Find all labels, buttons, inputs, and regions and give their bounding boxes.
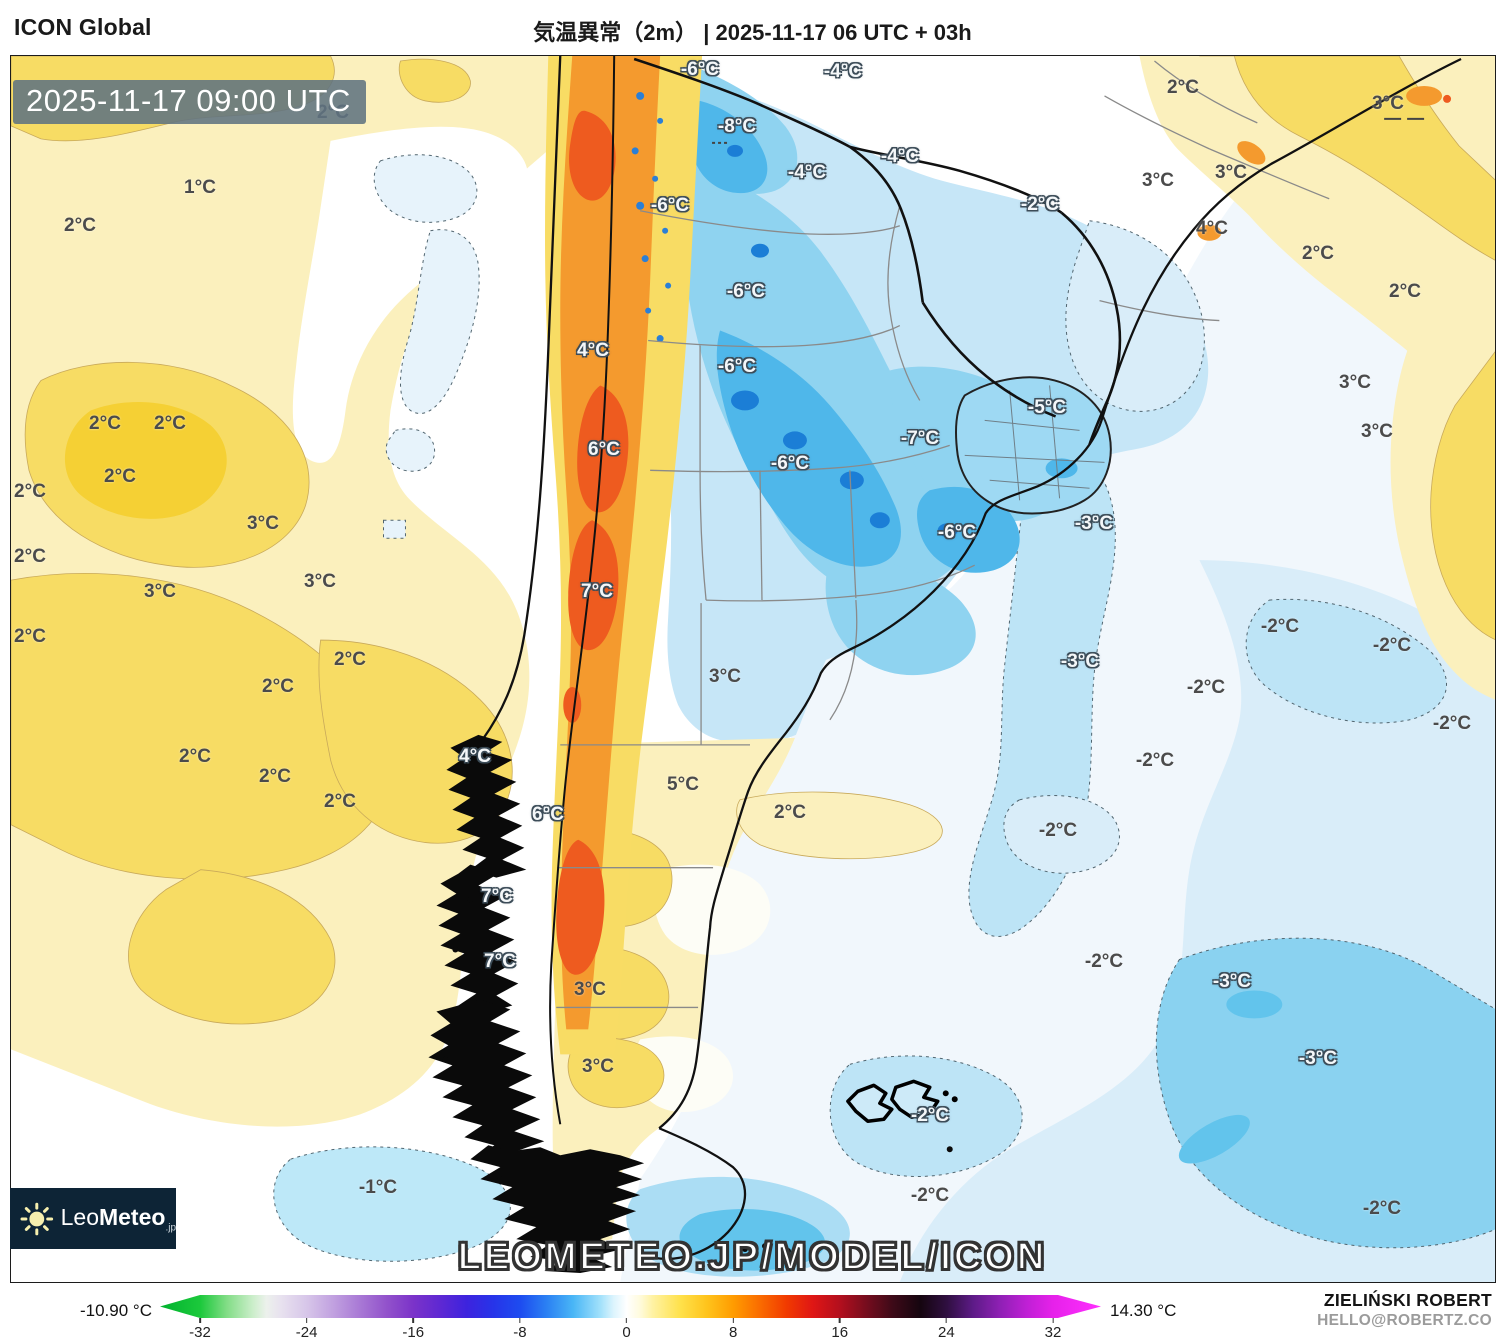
scale-tick: -24	[296, 1318, 317, 1338]
sun-icon	[20, 1202, 54, 1235]
watermark: LEOMETEO.JP/MODEL/ICON	[457, 1235, 1048, 1279]
author-contact: HELLO@ROBERTZ.CO	[1317, 1312, 1492, 1329]
timestamp-overlay: 2025-11-17 09:00 UTC	[13, 80, 366, 124]
scale-max-value: 14.30 °C	[1110, 1301, 1177, 1320]
color-scale-ticks: -32 -24 -16 -8 0 8 16 24 32	[189, 1318, 1061, 1338]
scale-min-value: -10.90 °C	[79, 1301, 152, 1320]
scale-tick: 24	[938, 1318, 955, 1338]
scale-tick: 0	[622, 1318, 631, 1338]
scale-tick: 32	[1045, 1318, 1061, 1338]
map-canvas	[11, 56, 1495, 1282]
scale-tick: 16	[831, 1318, 848, 1338]
scale-tick: -8	[513, 1318, 527, 1338]
color-scale-bar	[160, 1295, 1101, 1318]
scale-tick: 8	[729, 1318, 737, 1338]
map-frame	[10, 55, 1496, 1283]
scale-tick: -32	[189, 1318, 211, 1338]
logo-wordmark: LeoMeteo.jp	[60, 1203, 176, 1234]
scale-tick: -16	[402, 1318, 424, 1338]
leometeo-logo: LeoMeteo.jp	[10, 1188, 176, 1249]
author-name: ZIELIŃSKI ROBERT	[1323, 1290, 1492, 1310]
page-title: 気温異常（2m） | 2025-11-17 06 UTC + 03h	[533, 20, 972, 45]
model-name: ICON Global	[14, 14, 152, 40]
